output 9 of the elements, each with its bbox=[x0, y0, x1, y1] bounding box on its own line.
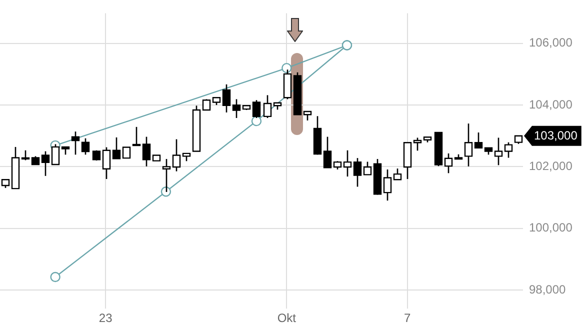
x-tick-label: 23 bbox=[98, 311, 113, 326]
x-tick-label: Okt bbox=[277, 311, 297, 326]
y-tick-label: 106,000 bbox=[529, 36, 573, 50]
y-tick-label: 100,000 bbox=[529, 220, 573, 235]
y-tick-label: 102,000 bbox=[529, 158, 573, 173]
y-tick-label: 98,000 bbox=[529, 282, 566, 296]
x-tick-label: 7 bbox=[404, 311, 411, 326]
text: 103,000 bbox=[534, 128, 578, 143]
y-tick-label: 104,000 bbox=[529, 97, 573, 112]
